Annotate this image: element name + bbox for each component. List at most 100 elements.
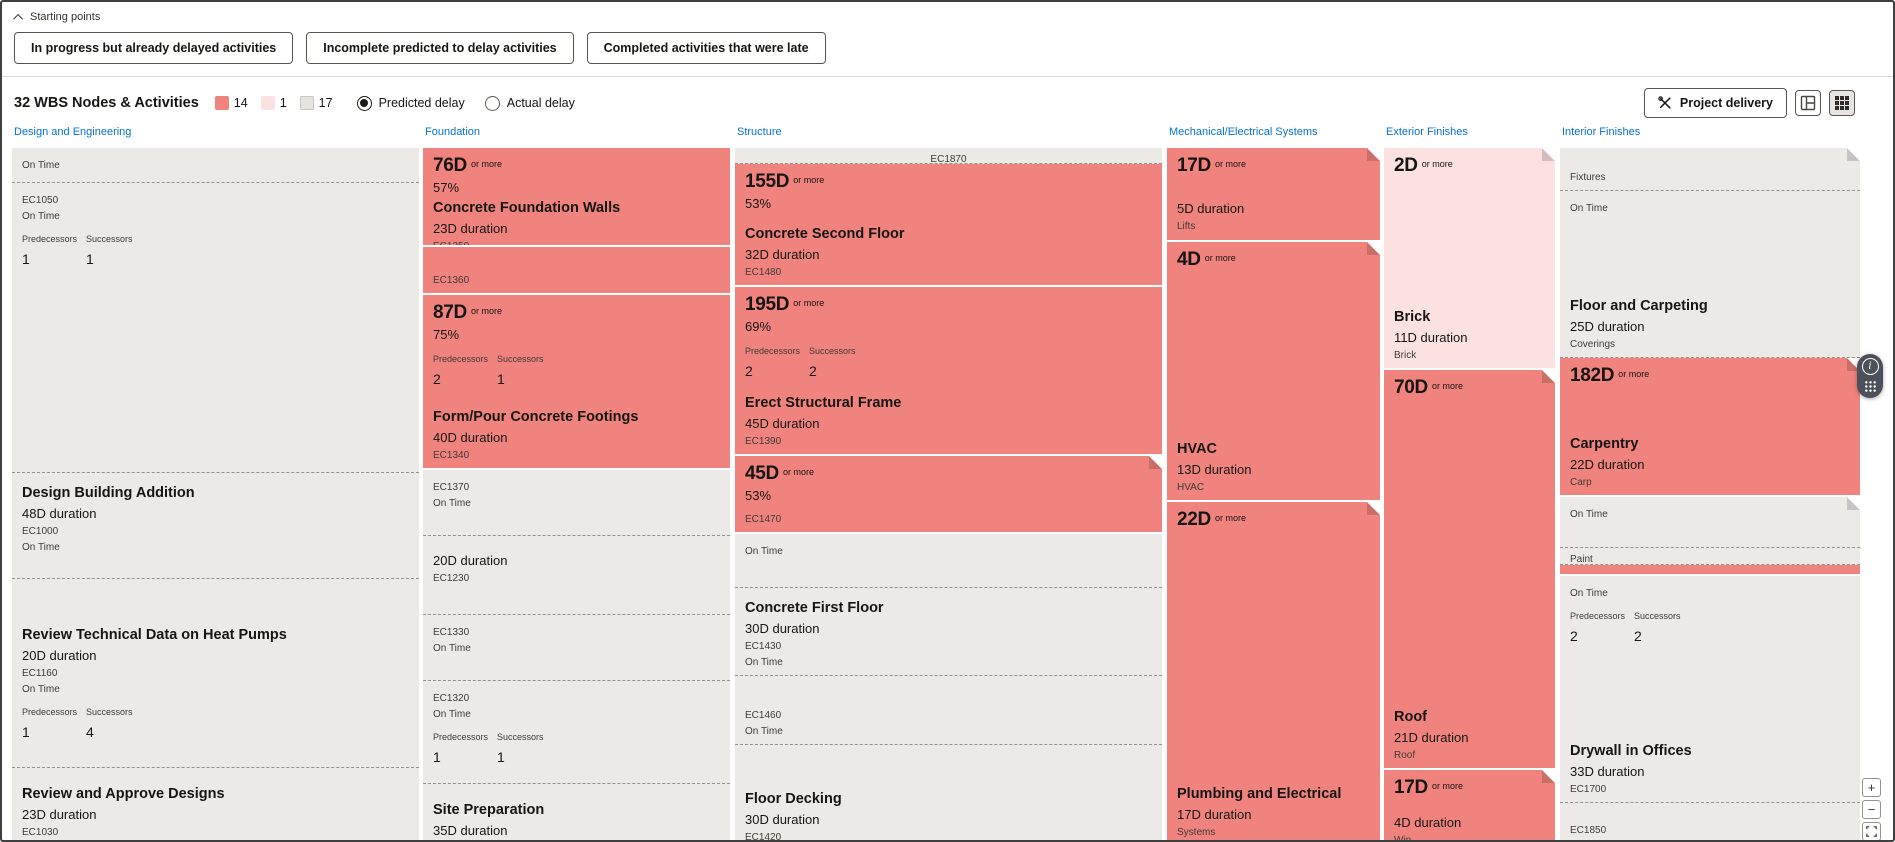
info-button[interactable]: i bbox=[1861, 358, 1879, 375]
successors-cell: Successors 2 bbox=[1634, 611, 1690, 644]
activity-duration: 40D duration bbox=[433, 430, 508, 445]
collapse-chevron-icon[interactable] bbox=[13, 13, 24, 24]
activity-name: Floor and Carpeting bbox=[1570, 298, 1708, 314]
activity-tile[interactable]: EC1850 bbox=[1560, 803, 1860, 840]
activity-tile[interactable]: Concrete First Floor 30D duration EC1430 On… bbox=[735, 588, 1162, 676]
activity-name: Form/Pour Concrete Footings bbox=[433, 409, 639, 425]
successors-label: Successors bbox=[497, 354, 544, 364]
status-label: On Time bbox=[22, 684, 60, 695]
spacer bbox=[1394, 799, 1545, 811]
activity-duration: 35D duration bbox=[433, 823, 508, 838]
activity-tile[interactable]: 76D or more 57% Concrete Foundation Walls 23… bbox=[423, 148, 730, 245]
activity-tile[interactable]: EC1330 On Time bbox=[423, 615, 730, 681]
delay-value: 22D bbox=[1177, 509, 1211, 530]
activity-tile[interactable]: On Time Floor and Carpeting 25D duration Co… bbox=[1560, 191, 1860, 358]
activity-tile[interactable]: EC1360 bbox=[423, 247, 730, 293]
activity-tile[interactable]: EC1320 On Time Predecessors 1 Successors 1 bbox=[423, 681, 730, 784]
filter-incomplete-predicted-delay-button[interactable]: Incomplete predicted to delay activities bbox=[306, 32, 574, 64]
radio-circle bbox=[484, 95, 500, 111]
filter-in-progress-delayed-button[interactable]: In progress but already delayed activiti… bbox=[14, 32, 294, 64]
radio-predicted-delay[interactable]: Predicted delay bbox=[356, 95, 465, 111]
starting-points-filters: In progress but already delayed activiti… bbox=[2, 23, 1893, 76]
delay-label: 195D or more bbox=[745, 294, 1152, 316]
activity-tile[interactable]: Review and Approve Designs 23D duration EC… bbox=[12, 768, 419, 840]
activity-id: EC1470 bbox=[745, 514, 782, 525]
activity-tile[interactable]: 22D or more Plumbing and Electrical 17D dur… bbox=[1167, 502, 1380, 840]
treemap-column-structure: Structure EC1870 155D or more 53% Concrete Se… bbox=[735, 126, 1162, 840]
zoom-in-button[interactable]: + bbox=[1862, 778, 1881, 797]
activity-tile[interactable]: EC1870 bbox=[735, 148, 1162, 164]
zoom-out-button[interactable]: − bbox=[1862, 800, 1881, 819]
predecessors-label: Predecessors bbox=[1570, 611, 1626, 621]
activity-tile[interactable]: On Time bbox=[735, 534, 1162, 588]
filter-completed-late-button[interactable]: Completed activities that were late bbox=[586, 32, 826, 64]
column-header[interactable]: Mechanical/Electrical Systems bbox=[1169, 126, 1318, 138]
activity-tile[interactable]: 195D or more 69% Predecessors 2 Successors 2 Er… bbox=[735, 287, 1162, 454]
activity-name: Plumbing and Electrical bbox=[1177, 786, 1342, 802]
column-header[interactable]: Interior Finishes bbox=[1562, 126, 1641, 138]
activity-tile[interactable]: 4D or more HVAC 13D duration HVAC bbox=[1167, 242, 1380, 500]
activity-duration: 13D duration bbox=[1177, 462, 1252, 477]
activity-tile[interactable]: 87D or more 75% Predecessors 2 Successors 1 For… bbox=[423, 295, 730, 468]
activity-tile[interactable]: Floor Decking 30D duration EC1420 bbox=[735, 745, 1162, 840]
activity-tile[interactable]: 17D or more 5D duration Lifts bbox=[1167, 148, 1380, 240]
activity-id: EC1000 bbox=[22, 526, 59, 537]
activity-id: Win bbox=[1394, 835, 1545, 840]
activity-name: Erect Structural Frame bbox=[745, 395, 902, 411]
activity-duration: 45D duration bbox=[745, 416, 820, 431]
predecessors-cell: Predecessors 1 bbox=[433, 732, 489, 765]
activity-tile[interactable]: EC1370 On Time bbox=[423, 470, 730, 536]
view-toggle-board-button[interactable] bbox=[1795, 90, 1821, 116]
activity-tile[interactable]: EC1460 On Time bbox=[735, 676, 1162, 745]
activity-id: EC1050 bbox=[22, 195, 59, 206]
activity-tile[interactable]: 70D or more Roof 21D duration Roof bbox=[1384, 370, 1555, 768]
column-header[interactable]: Foundation bbox=[425, 126, 481, 138]
legend-count: 14 bbox=[233, 96, 248, 110]
activity-tile[interactable]: Design Building Addition 48D duration EC10… bbox=[12, 473, 419, 579]
widget-drag-handle[interactable] bbox=[1864, 380, 1877, 393]
grid-view-icon bbox=[1834, 95, 1850, 111]
activity-duration: 22D duration bbox=[1570, 457, 1645, 472]
activity-tile[interactable] bbox=[1560, 565, 1860, 574]
legend-count: 17 bbox=[318, 96, 333, 110]
activity-tile[interactable]: Review Technical Data on Heat Pumps 20D d… bbox=[12, 579, 419, 768]
column-header[interactable]: Exterior Finishes bbox=[1386, 126, 1468, 138]
spacer bbox=[745, 379, 1152, 390]
predecessors-cell: Predecessors 1 bbox=[22, 234, 78, 267]
activity-tile[interactable]: On Time bbox=[12, 148, 419, 183]
view-toggle-grid-button[interactable] bbox=[1829, 90, 1855, 116]
activity-duration: 30D duration bbox=[745, 621, 820, 636]
activity-tile[interactable]: On Time bbox=[1560, 497, 1860, 548]
fit-screen-button[interactable] bbox=[1862, 822, 1881, 840]
activity-tile[interactable]: On Time Predecessors 2 Successors 2 Drywall i… bbox=[1560, 576, 1860, 803]
activity-tile[interactable]: Paint bbox=[1560, 548, 1860, 565]
activity-tile[interactable]: 182D or more Carpentry 22D duration Carp bbox=[1560, 358, 1860, 495]
legend: 14 1 17 bbox=[214, 96, 333, 110]
pred-succ-counts: Predecessors 2 Successors 2 bbox=[745, 346, 1152, 379]
successors-cell: Successors 1 bbox=[497, 732, 553, 765]
activity-duration: 20D duration bbox=[433, 553, 508, 568]
activity-tile[interactable]: 155D or more 53% Concrete Second Floor 32D d… bbox=[735, 164, 1162, 285]
predecessors-count: 2 bbox=[1570, 628, 1578, 644]
delay-label: 2D or more bbox=[1394, 155, 1545, 177]
activity-name: Floor Decking bbox=[745, 791, 842, 807]
activity-tile[interactable]: 45D or more 53% EC1470 bbox=[735, 456, 1162, 532]
activity-tile[interactable]: EC1050 On Time Predecessors 1 Successors 1 bbox=[12, 183, 419, 473]
project-delivery-button[interactable]: Project delivery bbox=[1643, 88, 1787, 118]
activity-duration: 11D duration bbox=[1394, 330, 1468, 345]
activity-name: Concrete Foundation Walls bbox=[433, 200, 621, 216]
activity-name: Review and Approve Designs bbox=[22, 786, 225, 802]
activity-tile[interactable]: Fixtures bbox=[1560, 148, 1860, 191]
delay-label: 4D or more bbox=[1177, 249, 1370, 271]
activity-tile[interactable]: 20D duration EC1230 bbox=[423, 536, 730, 615]
status-label: On Time bbox=[433, 643, 471, 654]
activity-tile[interactable]: 2D or more Brick 11D duration Brick bbox=[1384, 148, 1555, 368]
column-header[interactable]: Structure bbox=[737, 126, 782, 138]
successors-cell: Successors 1 bbox=[86, 234, 142, 267]
column-header[interactable]: Design and Engineering bbox=[14, 126, 132, 138]
spacer bbox=[433, 387, 720, 404]
activity-duration: 17D duration bbox=[1177, 807, 1252, 822]
radio-actual-delay[interactable]: Actual delay bbox=[484, 95, 575, 111]
